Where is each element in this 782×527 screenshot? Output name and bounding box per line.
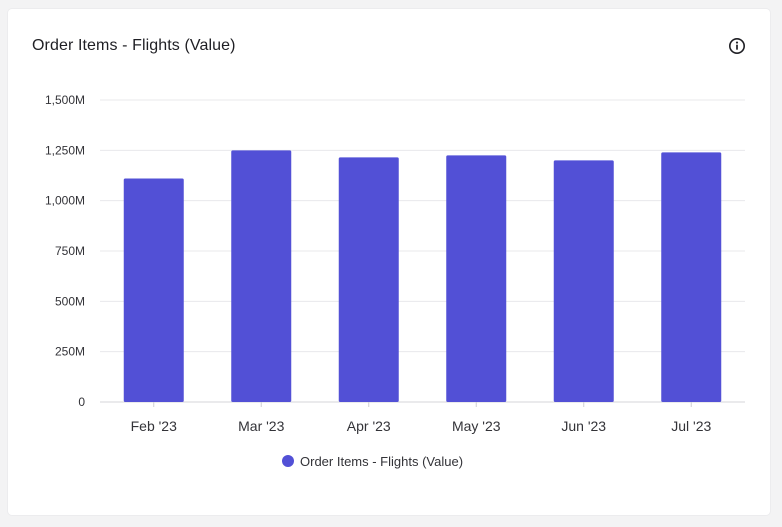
y-tick-label: 1,500M bbox=[45, 93, 85, 107]
legend-label: Order Items - Flights (Value) bbox=[300, 454, 463, 469]
bar bbox=[338, 157, 399, 402]
x-tick-label: Apr '23 bbox=[347, 418, 391, 434]
y-tick-label: 1,000M bbox=[45, 194, 85, 208]
bar bbox=[231, 150, 292, 402]
x-tick-label: Jul '23 bbox=[671, 418, 711, 434]
bar bbox=[553, 160, 614, 402]
bar bbox=[123, 178, 184, 402]
legend-swatch bbox=[282, 455, 294, 467]
y-tick-label: 500M bbox=[55, 294, 85, 308]
bar bbox=[446, 155, 507, 402]
info-icon[interactable] bbox=[728, 37, 746, 55]
y-tick-label: 750M bbox=[55, 244, 85, 258]
y-tick-label: 250M bbox=[55, 345, 85, 359]
bar bbox=[661, 152, 722, 402]
chart-title: Order Items - Flights (Value) bbox=[32, 37, 236, 54]
y-tick-label: 1,250M bbox=[45, 143, 85, 157]
y-tick-label: 0 bbox=[78, 395, 85, 409]
x-tick-label: May '23 bbox=[452, 418, 501, 434]
x-tick-label: Mar '23 bbox=[238, 418, 284, 434]
x-tick-label: Feb '23 bbox=[131, 418, 177, 434]
x-tick-label: Jun '23 bbox=[561, 418, 606, 434]
